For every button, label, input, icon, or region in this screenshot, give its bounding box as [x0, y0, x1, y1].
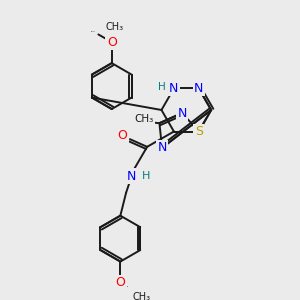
- Text: CH₃: CH₃: [132, 292, 151, 300]
- Text: O: O: [117, 129, 127, 142]
- Text: methyl: methyl: [91, 30, 96, 31]
- Text: N: N: [177, 106, 187, 119]
- Text: N: N: [194, 82, 203, 95]
- Text: O: O: [116, 276, 125, 289]
- Text: N: N: [127, 170, 136, 183]
- Text: S: S: [195, 125, 203, 138]
- Text: methoxy: methoxy: [118, 31, 124, 32]
- Text: CH₃: CH₃: [106, 22, 124, 32]
- Text: O: O: [107, 36, 117, 49]
- Text: H: H: [158, 82, 165, 92]
- Text: N: N: [157, 141, 167, 154]
- Text: N: N: [169, 82, 178, 95]
- Text: H: H: [141, 172, 150, 182]
- Text: CH₃: CH₃: [135, 115, 154, 124]
